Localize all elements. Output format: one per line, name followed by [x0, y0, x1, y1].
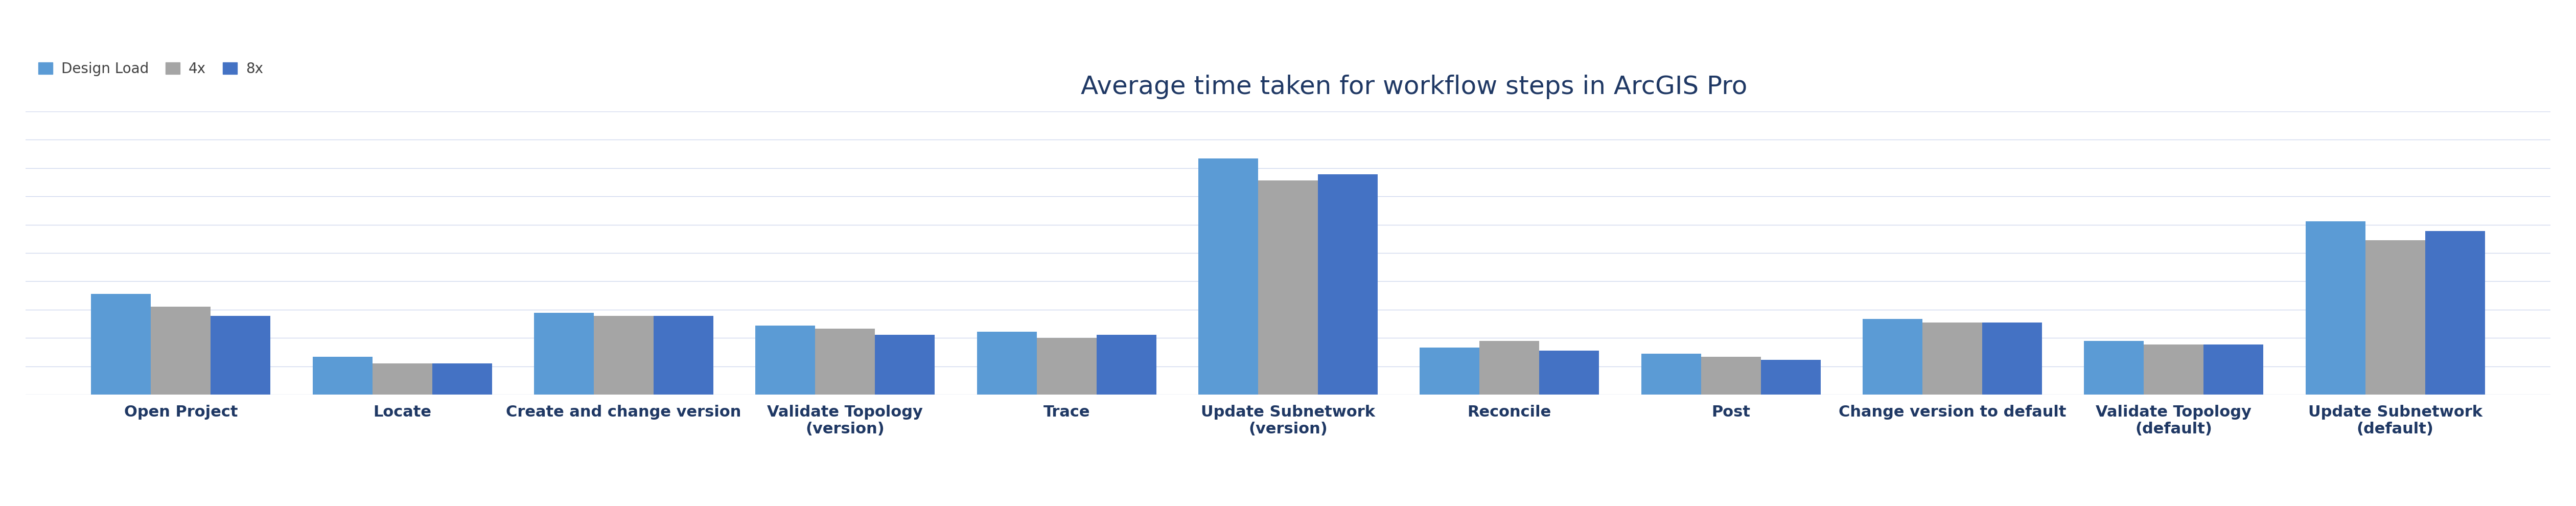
Bar: [1922, 322, 1984, 395]
Bar: [755, 325, 814, 395]
Bar: [433, 363, 492, 395]
Bar: [1319, 174, 1378, 395]
Bar: [1479, 341, 1540, 395]
Bar: [1257, 181, 1319, 395]
Bar: [1097, 335, 1157, 395]
Bar: [595, 316, 654, 395]
Bar: [1540, 351, 1600, 395]
Bar: [1036, 338, 1097, 395]
Legend: Design Load, 4x, 8x: Design Load, 4x, 8x: [33, 56, 268, 82]
Bar: [1984, 322, 2043, 395]
Bar: [2306, 222, 2365, 395]
Bar: [1762, 360, 1821, 395]
Bar: [1419, 348, 1479, 395]
Bar: [1641, 354, 1700, 395]
Bar: [876, 335, 935, 395]
Bar: [1862, 319, 1922, 395]
Bar: [374, 363, 433, 395]
Title: Average time taken for workflow steps in ArcGIS Pro: Average time taken for workflow steps in…: [1082, 75, 1747, 99]
Bar: [2143, 344, 2202, 395]
Bar: [533, 313, 595, 395]
Bar: [2202, 344, 2264, 395]
Bar: [2084, 341, 2143, 395]
Bar: [654, 316, 714, 395]
Bar: [814, 328, 876, 395]
Bar: [211, 316, 270, 395]
Bar: [152, 307, 211, 395]
Bar: [312, 357, 374, 395]
Bar: [2424, 231, 2486, 395]
Bar: [90, 294, 152, 395]
Bar: [976, 332, 1036, 395]
Bar: [1198, 158, 1257, 395]
Bar: [2365, 240, 2424, 395]
Bar: [1700, 357, 1762, 395]
